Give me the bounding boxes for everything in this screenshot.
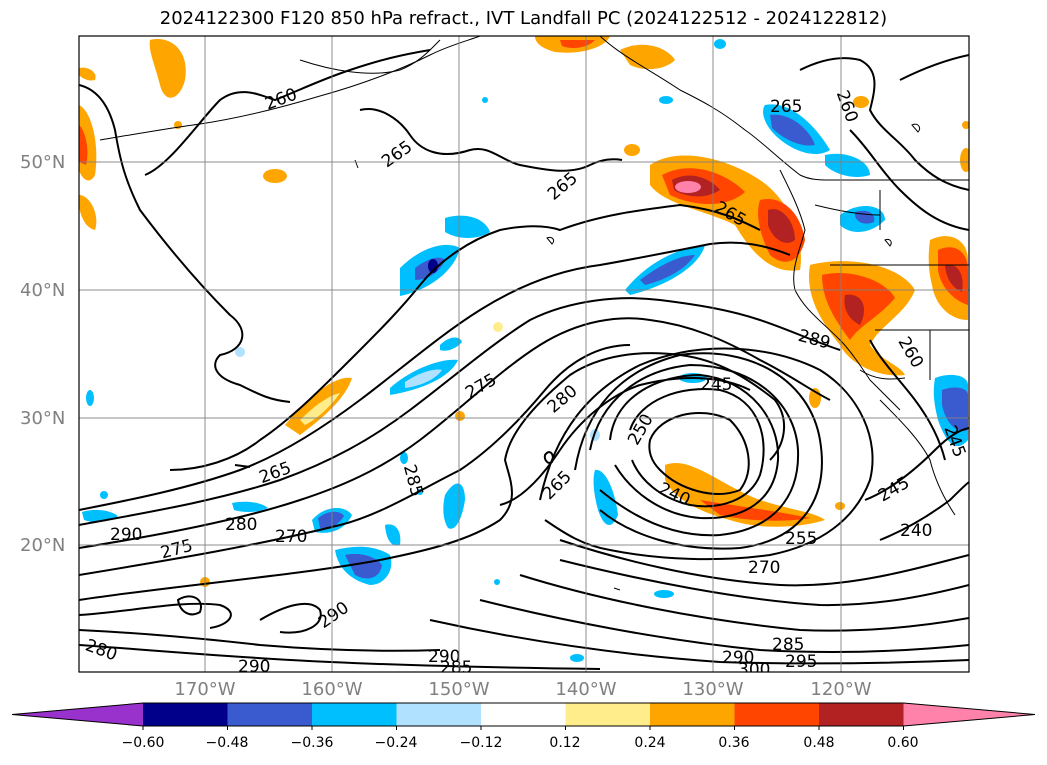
lon-label: 140°W bbox=[555, 679, 617, 700]
lon-label: 130°W bbox=[682, 679, 744, 700]
svg-text:290: 290 bbox=[110, 525, 142, 545]
svg-text:290: 290 bbox=[428, 647, 460, 667]
colorbar-tick-label: 0.12 bbox=[549, 735, 581, 751]
lon-label: 120°W bbox=[810, 679, 872, 700]
lon-label: 160°W bbox=[301, 679, 363, 700]
colorbar-swatch bbox=[227, 703, 313, 726]
svg-text:290: 290 bbox=[238, 657, 270, 677]
height-contours bbox=[79, 49, 969, 670]
svg-text:240: 240 bbox=[900, 521, 932, 541]
lat-label: 20°N bbox=[20, 535, 66, 556]
colorbar-tick-label: 0.60 bbox=[887, 735, 919, 751]
colorbar-swatch bbox=[143, 703, 228, 726]
colorbar-swatch bbox=[481, 703, 566, 726]
map-frame bbox=[78, 35, 970, 673]
svg-text:300: 300 bbox=[738, 660, 770, 680]
graticule bbox=[79, 36, 969, 672]
colorbar-swatch bbox=[650, 703, 735, 726]
svg-text:280: 280 bbox=[225, 515, 257, 535]
colorbar bbox=[11, 702, 1036, 730]
map-area: 260 265 265 265 260 265 275 280 245 250 … bbox=[79, 36, 969, 680]
svg-text:245: 245 bbox=[700, 375, 732, 395]
colorbar-tick-label: −0.24 bbox=[374, 735, 418, 751]
coastlines bbox=[99, 36, 969, 591]
map-title: 2024122300 F120 850 hPa refract., IVT La… bbox=[159, 8, 888, 29]
colorbar-tick-label: 0.48 bbox=[803, 735, 835, 751]
colorbar-extend-low bbox=[12, 703, 143, 726]
colorbar-tick-label: −0.60 bbox=[121, 735, 165, 751]
colorbar-swatch bbox=[396, 703, 482, 726]
positive-anomaly-shading bbox=[79, 36, 969, 587]
colorbar-tick-label: −0.12 bbox=[459, 735, 503, 751]
colorbar-tick-label: 0.24 bbox=[634, 735, 666, 751]
colorbar-tick-label: 0.36 bbox=[718, 735, 750, 751]
colorbar-swatch bbox=[312, 703, 397, 726]
svg-text:270: 270 bbox=[748, 558, 780, 578]
svg-text:295: 295 bbox=[785, 652, 817, 672]
svg-text:265: 265 bbox=[770, 97, 802, 117]
svg-text:285: 285 bbox=[440, 658, 472, 678]
svg-text:255: 255 bbox=[785, 529, 817, 549]
colorbar-extend-high bbox=[903, 703, 1035, 726]
colorbar-swatch bbox=[565, 703, 651, 726]
svg-text:285: 285 bbox=[772, 635, 804, 655]
svg-text:290: 290 bbox=[722, 648, 754, 668]
colorbar-tick-label: −0.48 bbox=[205, 735, 249, 751]
svg-text:270: 270 bbox=[275, 527, 307, 547]
lon-label: 150°W bbox=[428, 679, 490, 700]
colorbar-swatch bbox=[819, 703, 904, 726]
lat-label: 50°N bbox=[20, 152, 66, 173]
lon-label: 170°W bbox=[174, 679, 236, 700]
lat-label: 30°N bbox=[20, 408, 66, 429]
lat-label: 40°N bbox=[20, 280, 66, 301]
colorbar-tick-label: −0.36 bbox=[290, 735, 334, 751]
colorbar-swatch bbox=[734, 703, 820, 726]
